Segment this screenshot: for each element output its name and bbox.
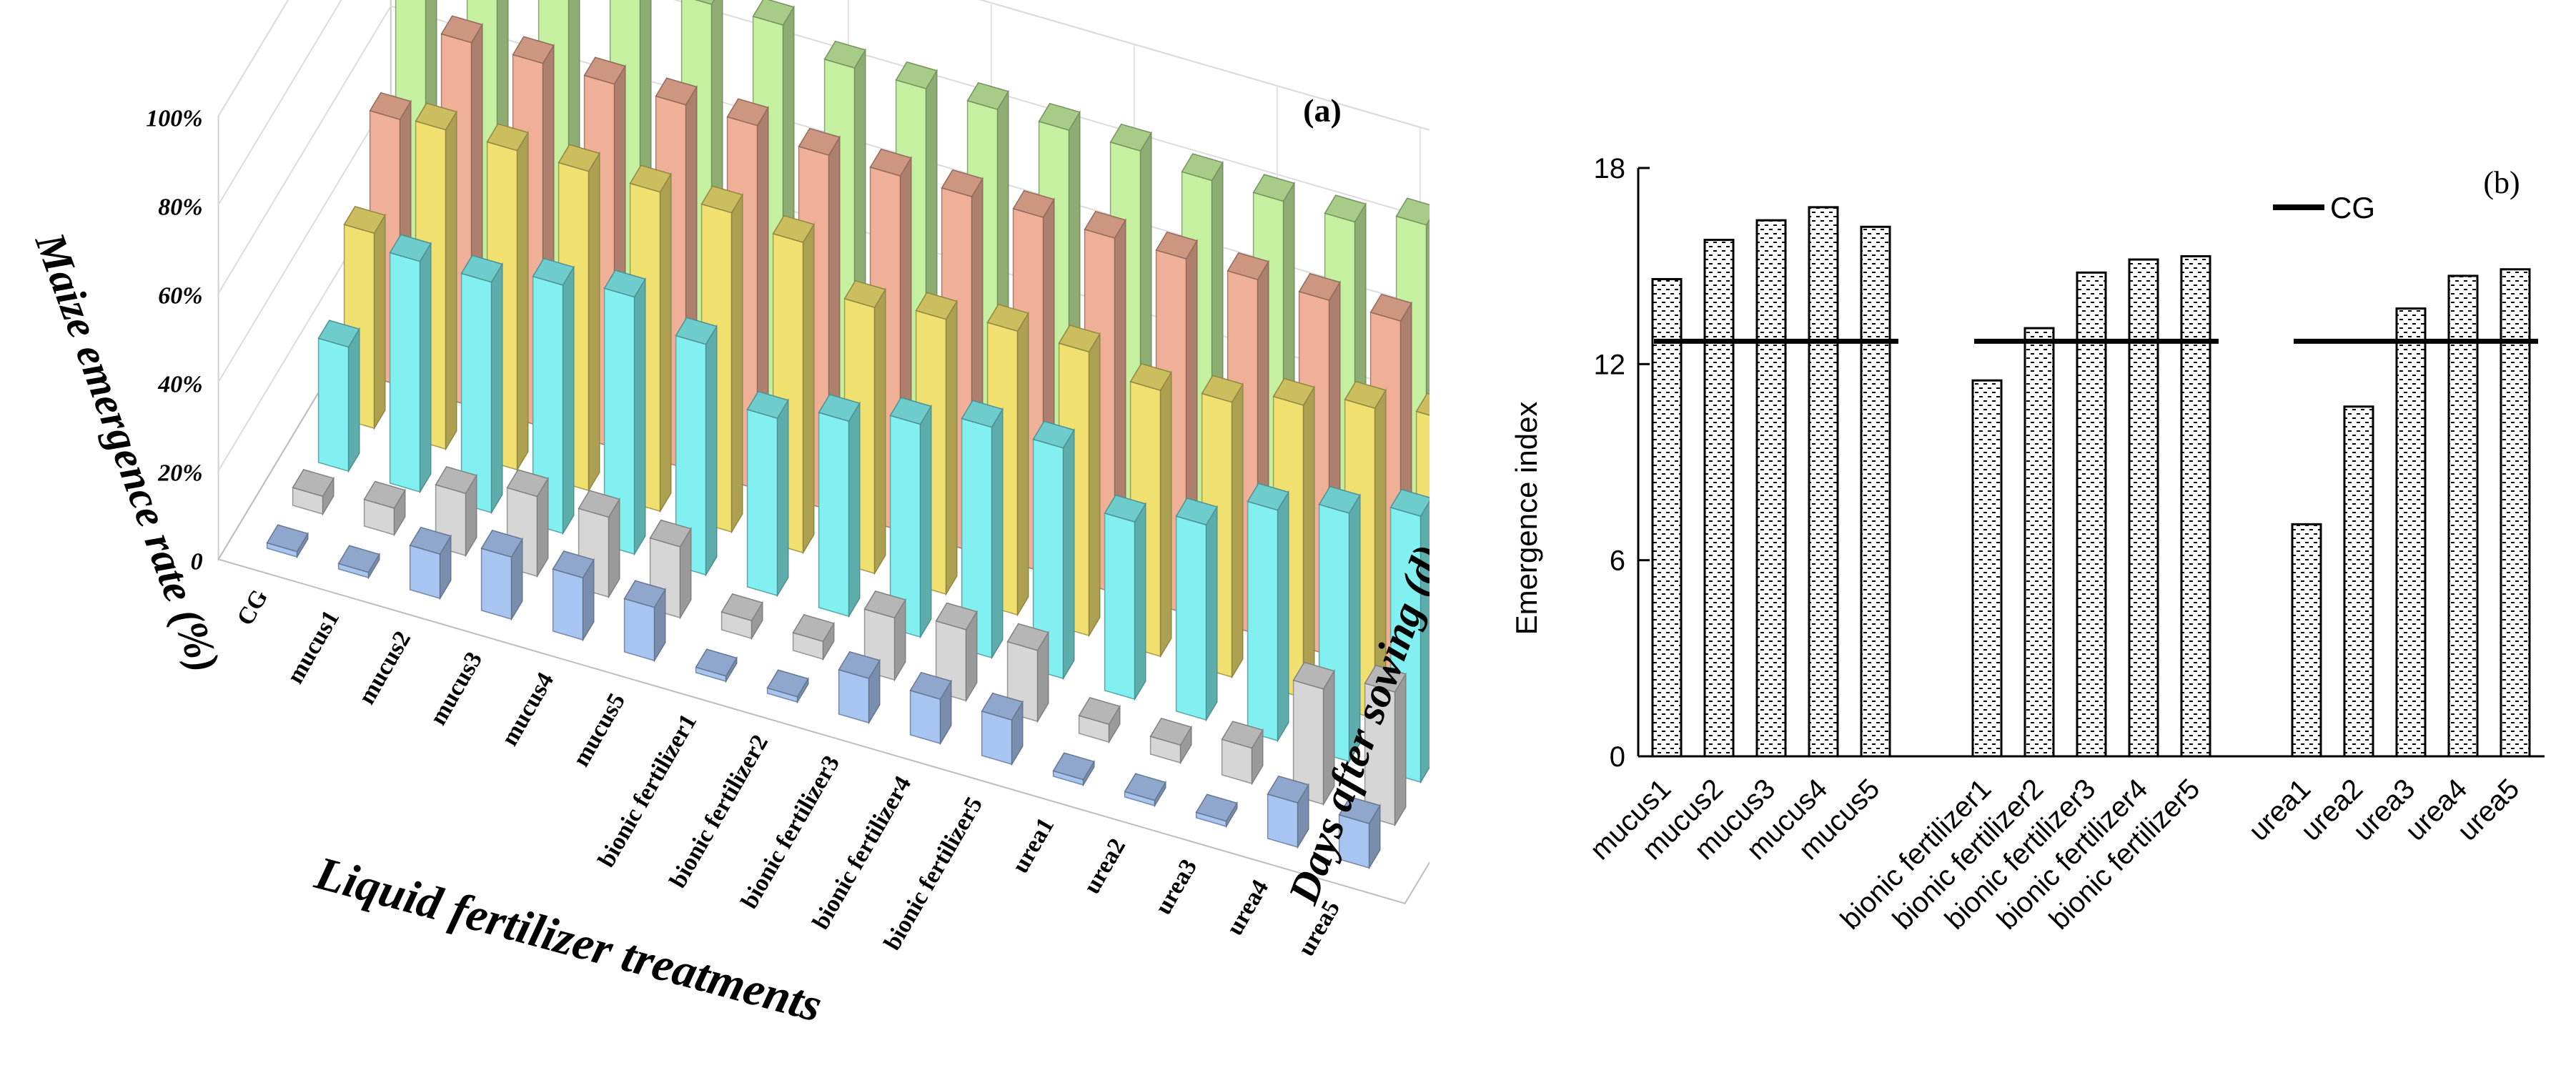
legend-cg-label: CG xyxy=(2330,191,2375,224)
bar-CG-day-9 xyxy=(266,524,309,559)
bar-CG-day-11 xyxy=(317,320,360,473)
y-tick-label: 6 xyxy=(1610,545,1625,577)
bar-mucus2 xyxy=(1703,239,1735,758)
z-tick-label: 60% xyxy=(158,282,202,309)
y-tick-label: 18 xyxy=(1594,153,1626,184)
category-tick-label: mucus2 xyxy=(353,627,416,709)
x-axis-label: Liquid fertilizer treatments xyxy=(309,846,828,1032)
bar-mucus5-day-11 xyxy=(675,317,718,577)
category-tick-label: mucus3 xyxy=(425,648,487,730)
grid-line xyxy=(217,0,1578,262)
category-tick-label: mucus4 xyxy=(496,668,559,751)
panel-b: 0 6 12 18 mucus1 mucus2 mucus3 mucus4 mucus5 bion… xyxy=(1472,0,2576,1084)
bar-urea1-day-9 xyxy=(1052,752,1095,787)
bar-mucus1 xyxy=(1651,277,1683,758)
bar-bionic-fertilizer1-day-10 xyxy=(720,593,763,641)
bar-urea3-day-11 xyxy=(1247,483,1289,743)
category-tick-label: urea4 xyxy=(1222,876,1274,940)
bar-bionic-fertilizer3-day-11 xyxy=(889,397,932,639)
bar-CG-day-10 xyxy=(292,469,335,516)
bar-urea2-day-11 xyxy=(1175,498,1218,722)
bar-urea4-day-10 xyxy=(1292,661,1335,806)
category-tick-label: mucus5 xyxy=(568,689,630,771)
bar-mucus3 xyxy=(1755,219,1787,758)
panel-a: 0 20% 40% 60% 80% 100% CG mucus1 mucus2 mucus3 muc… xyxy=(26,0,1598,1032)
bar-bionic-fertilizer1-day-9 xyxy=(695,648,738,683)
bar-group xyxy=(266,0,1510,870)
bar-bionic-fertilizer2-day-10 xyxy=(792,614,835,661)
bar-mucus4-day-9 xyxy=(552,550,595,642)
bar-bionic-fertilizer4-day-9 xyxy=(909,671,952,746)
bar-urea3-day-9 xyxy=(1195,793,1238,829)
bar-mucus5 xyxy=(1860,225,1891,758)
z-tick-label: 0 xyxy=(191,548,203,575)
category-tick-label: urea2 xyxy=(1079,834,1131,899)
chart-emergence-index: 061218mucus1mucus2mucus3mucus4mucus5bion… xyxy=(1510,153,2545,936)
y-tick-label: 12 xyxy=(1594,349,1626,380)
bar-bionic-fertilizer4 xyxy=(2128,258,2159,758)
bar-mucus5-day-9 xyxy=(623,580,666,663)
bar-urea5-day-11 xyxy=(1389,488,1432,784)
bar-bionic-fertilizer2-day-11 xyxy=(818,394,861,618)
category-tick-label: urea3 xyxy=(1150,855,1202,919)
bar-urea2 xyxy=(2343,405,2374,758)
panel-label-b: (b) xyxy=(2483,165,2520,200)
panel-label-a: (a) xyxy=(1303,92,1342,129)
bar-mucus1-day-10 xyxy=(363,480,406,537)
bar-bionic-fertilizer5-day-11 xyxy=(1032,420,1075,681)
z-tick-label: 40% xyxy=(157,371,202,397)
bar-bionic-fertilizer2-day-9 xyxy=(766,669,809,704)
bar-bionic-fertilizer3 xyxy=(2076,271,2107,758)
bar-bionic-fertilizer1 xyxy=(1971,379,2003,758)
bar-mucus4 xyxy=(1808,206,1839,758)
bar-mucus2-day-9 xyxy=(409,526,452,600)
z-tick-label: 20% xyxy=(157,460,202,486)
chart-3d-emergence-rate: 020%40%60%80%100%CG mucus1 mucus2 mucus3 muc… xyxy=(26,0,1598,1032)
bar-urea4 xyxy=(2447,275,2479,758)
bar-bionic-fertilizer5-day-9 xyxy=(981,692,1024,766)
bar-urea2-day-9 xyxy=(1124,773,1166,808)
bar-bionic-fertilizer4-day-11 xyxy=(961,400,1004,660)
bar-mucus3-day-9 xyxy=(480,530,523,621)
category-tick-label: mucus1 xyxy=(282,606,345,688)
bar-group xyxy=(1651,206,2531,758)
bar-urea5-day-10 xyxy=(1364,664,1407,827)
bar-urea4-day-9 xyxy=(1267,775,1309,849)
bar-bionic-fertilizer3-day-9 xyxy=(838,651,881,725)
bar-urea3-day-10 xyxy=(1221,721,1264,786)
bar-mucus3-day-11 xyxy=(532,257,575,535)
y-axis-label: Emergence index xyxy=(1510,402,1543,636)
bar-urea1-day-11 xyxy=(1104,494,1146,701)
bar-bionic-fertilizer3-day-10 xyxy=(863,590,906,682)
y-tick-label: 0 xyxy=(1610,741,1625,773)
bar-urea2-day-10 xyxy=(1149,718,1192,765)
z-tick-label: 80% xyxy=(158,194,202,220)
bar-urea1-day-10 xyxy=(1078,697,1121,744)
bar-bionic-fertilizer1-day-11 xyxy=(746,390,789,598)
bar-urea5 xyxy=(2500,268,2531,758)
bar-mucus1-day-9 xyxy=(337,545,380,580)
bar-mucus2-day-11 xyxy=(460,254,503,515)
bar-mucus1-day-11 xyxy=(389,234,432,494)
bar-urea1 xyxy=(2291,523,2322,758)
bar-urea3 xyxy=(2395,307,2427,758)
x-tick-label: urea5 xyxy=(2452,773,2525,846)
grid-line xyxy=(217,0,1578,174)
bar-mucus4-day-11 xyxy=(603,269,646,556)
bar-mucus5-day-10 xyxy=(649,519,692,620)
category-tick-label: urea1 xyxy=(1007,813,1059,878)
bar-bionic-fertilizer2 xyxy=(2023,327,2055,758)
bar-bionic-fertilizer5 xyxy=(2180,254,2211,758)
category-tick-label: CG xyxy=(232,585,274,630)
z-tick-label: 100% xyxy=(146,105,202,132)
bar-urea5-day-9 xyxy=(1338,796,1381,870)
